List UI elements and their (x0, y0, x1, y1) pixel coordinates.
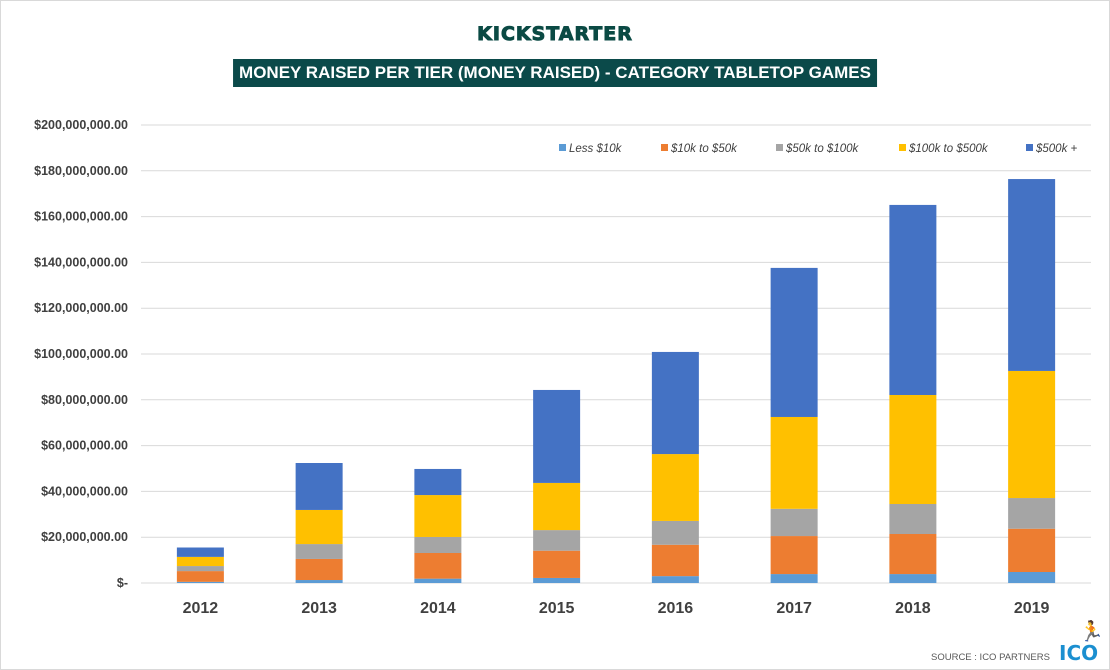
bar-segment (889, 503, 937, 534)
x-tick-label: 2016 (658, 600, 694, 617)
legend-swatch (1026, 144, 1033, 151)
bar-segment (1008, 498, 1056, 529)
x-tick-label: 2017 (776, 600, 812, 617)
bar-segment (651, 351, 699, 455)
bar-segment (770, 267, 818, 417)
bar-segment (770, 536, 818, 575)
y-tick-label: $140,000,000.00 (34, 255, 128, 269)
bar-segment (770, 416, 818, 509)
bar-segment (295, 580, 343, 583)
bar-segment (1008, 572, 1056, 583)
bar-segment (889, 394, 937, 504)
source-note: SOURCE : ICO PARTNERS (931, 652, 1050, 663)
legend-label: $100k to $500k (908, 143, 989, 155)
bar-segment (176, 571, 224, 582)
bar-segment (176, 581, 224, 583)
legend-label: Less $10k (569, 143, 623, 155)
legend-label: $50k to $100k (785, 143, 860, 155)
y-tick-label: $80,000,000.00 (41, 393, 128, 407)
bar-segment (533, 577, 581, 583)
y-tick-label: $100,000,000.00 (34, 347, 128, 361)
legend-label: $500k + (1035, 143, 1078, 155)
legend-swatch (661, 144, 668, 151)
x-tick-label: 2013 (301, 600, 337, 617)
x-tick-label: 2012 (183, 600, 219, 617)
kickstarter-logo: KICKSTARTER (477, 23, 633, 46)
x-tick-label: 2014 (420, 600, 456, 617)
bar-segment (414, 578, 462, 583)
chart-title: MONEY RAISED PER TIER (MONEY RAISED) - C… (233, 59, 877, 87)
ico-logo: ICO (1059, 641, 1099, 665)
bar-segment (176, 556, 224, 567)
bar-segment (533, 530, 581, 551)
bar-segment (770, 508, 818, 537)
bar-segment (533, 389, 581, 483)
y-tick-label: $40,000,000.00 (41, 484, 128, 498)
bar-segment (414, 495, 462, 537)
bar-segment (651, 520, 699, 545)
bar-segment (414, 468, 462, 496)
bar-segment (889, 533, 937, 575)
bar-segment (533, 550, 581, 578)
bar-segment (295, 509, 343, 545)
y-tick-label: $- (117, 576, 128, 590)
bar-segment (176, 547, 224, 557)
y-tick-label: $180,000,000.00 (34, 164, 128, 178)
x-tick-label: 2019 (1014, 600, 1050, 617)
y-tick-label: $60,000,000.00 (41, 439, 128, 453)
bar-segment (770, 574, 818, 583)
legend-swatch (899, 144, 906, 151)
bar-segment (295, 558, 343, 581)
legend-swatch (776, 144, 783, 151)
bar-segment (295, 463, 343, 510)
y-tick-label: $160,000,000.00 (34, 210, 128, 224)
x-tick-label: 2015 (539, 600, 575, 617)
bar-segment (414, 536, 462, 554)
bar-segment (889, 574, 937, 583)
bar-segment (1008, 528, 1056, 573)
y-tick-label: $120,000,000.00 (34, 301, 128, 315)
bar-segment (295, 544, 343, 559)
bar-segment (1008, 179, 1056, 371)
y-tick-label: $200,000,000.00 (34, 118, 128, 132)
bar-segment (1008, 370, 1056, 499)
x-tick-label: 2018 (895, 600, 931, 617)
y-tick-label: $20,000,000.00 (41, 530, 128, 544)
bar-segment (533, 482, 581, 531)
bar-segment (651, 454, 699, 521)
legend-swatch (559, 144, 566, 151)
bar-segment (889, 204, 937, 395)
legend-label: $10k to $50k (670, 143, 738, 155)
bar-segment (651, 544, 699, 577)
bar-segment (651, 576, 699, 583)
runner-icon: 🏃 (1079, 621, 1104, 643)
bar-segment (414, 553, 462, 579)
bar-segment (176, 566, 224, 572)
